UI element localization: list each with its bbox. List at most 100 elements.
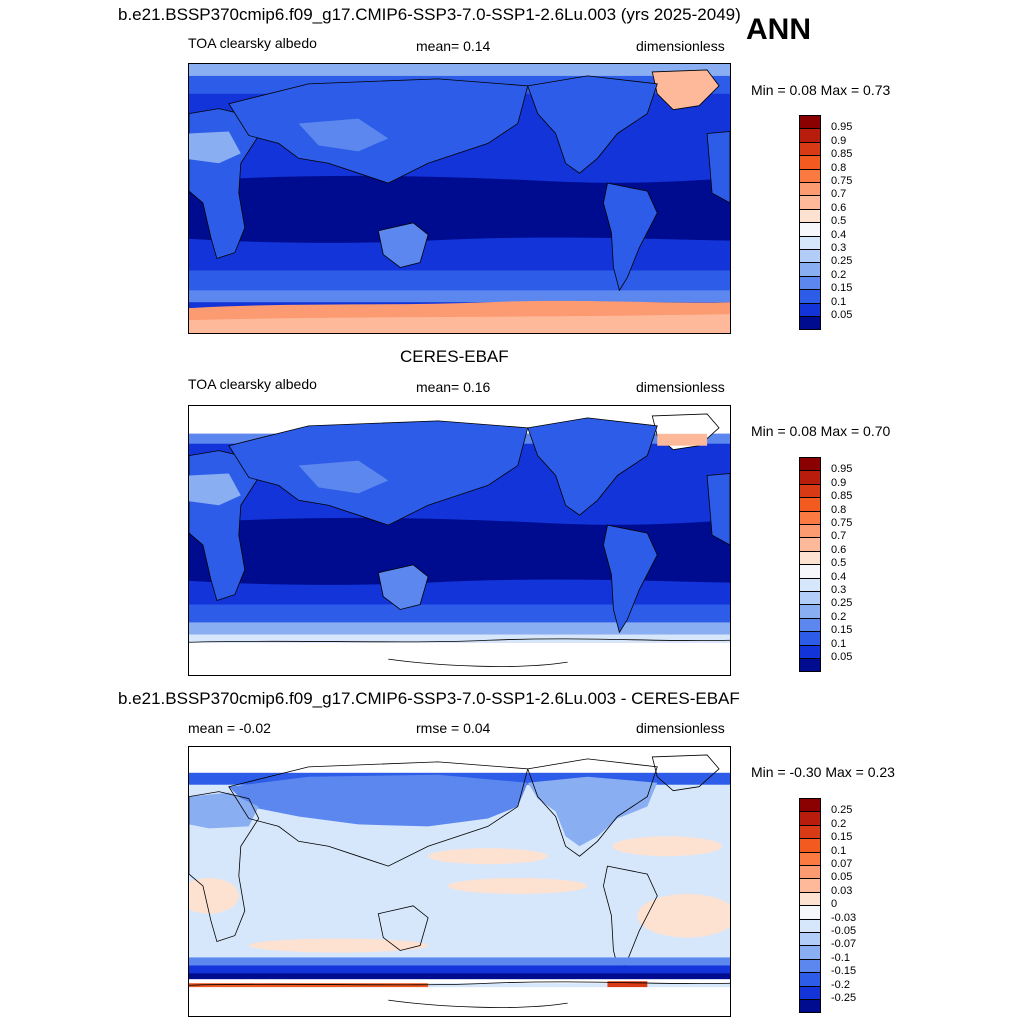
colorbar-tick-label: 0.1	[831, 295, 847, 308]
colorbar-tick-label: 0.05	[831, 309, 853, 321]
colorbar-swatch	[799, 222, 821, 237]
colorbar-swatch	[799, 945, 821, 960]
colorbar-tick-label: 0.3	[831, 242, 847, 254]
colorbar-tick-label: -0.03	[831, 911, 857, 924]
colorbar-tick-label: 0.15	[831, 282, 853, 295]
colorbar-tick-label: 0.2	[831, 610, 847, 623]
colorbar-swatch	[799, 510, 821, 525]
panel-obs-variable: TOA clearsky albedo	[188, 376, 317, 392]
colorbar-swatch	[799, 891, 821, 907]
panel-diff-colorbar: 0.25 0.2 0.15 0.1 0.07 0.05 0.03 0 -0.03 -0.05 -0.…	[799, 798, 856, 1014]
colorbar-tick-label: 0.3	[831, 584, 847, 596]
colorbar-tick-label: 0.5	[831, 215, 847, 228]
colorbar-tick-label: 0.05	[831, 651, 853, 663]
colorbar-swatch	[799, 644, 821, 659]
colorbar-tick-label: 0.4	[831, 228, 847, 241]
colorbar-swatch	[799, 289, 821, 304]
colorbar-tick-label: 0.2	[831, 817, 847, 830]
colorbar-swatch	[799, 182, 821, 197]
colorbar-swatch	[799, 591, 821, 606]
colorbar-tick-label: -0.2	[831, 978, 850, 991]
colorbar-tick-label: 0.7	[831, 530, 847, 543]
colorbar-swatch	[799, 141, 821, 157]
colorbar-tick-label: 0.9	[831, 476, 847, 489]
colorbar-tick-label: 0.9	[831, 134, 847, 147]
colorbar-swatch	[799, 865, 821, 880]
colorbar-swatch	[799, 302, 821, 317]
colorbar-swatch	[799, 617, 821, 633]
colorbar-swatch	[799, 316, 821, 331]
colorbar-tick-label: -0.07	[831, 938, 857, 951]
panel-diff-title: b.e21.BSSP370cmip6.f09_g17.CMIP6-SSP3-7.…	[118, 689, 740, 708]
colorbar-swatch	[799, 470, 821, 485]
colorbar-tick-label: 0.8	[831, 161, 847, 174]
colorbar-tick-label: -0.1	[831, 951, 850, 964]
colorbar-tick-label: 0.1	[831, 844, 847, 857]
panel-obs-units: dimensionless	[636, 379, 725, 395]
colorbar-swatch	[799, 155, 821, 170]
colorbar-tick-label: -0.25	[831, 992, 857, 1004]
colorbar-tick-label: 0.4	[831, 570, 847, 583]
colorbar-tick-label: 0.75	[831, 517, 853, 529]
colorbar-swatch	[799, 168, 821, 183]
panel-obs-mean: mean= 0.16	[416, 379, 491, 395]
colorbar-tick-label: 0.95	[831, 463, 853, 476]
colorbar-tick-label: 0.85	[831, 490, 853, 503]
colorbar-tick-label: 0.2	[831, 268, 847, 281]
colorbar-swatch	[799, 905, 821, 920]
colorbar-tick-label: 0.6	[831, 201, 847, 214]
colorbar-swatch	[799, 537, 821, 552]
colorbar-swatch	[799, 798, 821, 813]
colorbar-tick-label: 0.95	[831, 121, 853, 134]
colorbar-swatch	[799, 932, 821, 947]
panel-diff-rmse: rmse = 0.04	[416, 720, 491, 736]
panel-obs-map	[188, 405, 731, 676]
colorbar-tick-label: 0.75	[831, 175, 853, 187]
colorbar-swatch	[799, 631, 821, 646]
colorbar-swatch	[799, 577, 821, 592]
colorbar-swatch	[799, 497, 821, 512]
colorbar-tick-label: 0.25	[831, 804, 853, 817]
panel-model-mean: mean= 0.14	[416, 38, 491, 54]
colorbar-swatch	[799, 262, 821, 277]
panel-model-map	[188, 63, 731, 334]
colorbar-swatch	[799, 457, 821, 472]
panel-diff-units: dimensionless	[636, 720, 725, 736]
panel-obs-colorbar: 0.95 0.9 0.85 0.8 0.75 0.7 0.6 0.5 0.4 0.3 0.25 0.2…	[799, 457, 852, 673]
colorbar-swatch	[799, 604, 821, 619]
colorbar-swatch	[799, 658, 821, 673]
colorbar-tick-label: 0	[831, 898, 838, 911]
colorbar-swatch	[799, 985, 821, 1000]
colorbar-swatch	[799, 838, 821, 853]
season-label: ANN	[746, 13, 811, 46]
colorbar-swatch	[799, 249, 821, 264]
panel-diff-map	[188, 746, 731, 1017]
colorbar-tick-label: 0.5	[831, 557, 847, 570]
colorbar-tick-label: -0.15	[831, 965, 857, 978]
colorbar-tick-label: 0.05	[831, 871, 853, 884]
colorbar-swatch	[799, 811, 821, 826]
colorbar-tick-label: 0.85	[831, 148, 853, 161]
panel-obs-title: CERES-EBAF	[400, 347, 509, 366]
panel-obs-minmax: Min = 0.08 Max = 0.70	[751, 423, 891, 439]
panel-model-minmax: Min = 0.08 Max = 0.73	[751, 82, 891, 98]
colorbar-swatch	[799, 564, 821, 579]
colorbar-tick-label: 0.1	[831, 637, 847, 650]
colorbar-tick-label: 0.8	[831, 503, 847, 516]
colorbar-tick-label: -0.05	[831, 925, 857, 937]
colorbar-tick-label: 0.15	[831, 624, 853, 637]
colorbar-swatch	[799, 918, 821, 933]
colorbar-tick-label: 0.03	[831, 884, 853, 897]
colorbar-swatch	[799, 550, 821, 566]
colorbar-tick-label: 0.7	[831, 188, 847, 201]
colorbar-swatch	[799, 878, 821, 893]
colorbar-swatch	[799, 195, 821, 210]
panel-model-variable: TOA clearsky albedo	[188, 35, 317, 51]
colorbar-swatch	[799, 275, 821, 291]
panel-model-colorbar: 0.95 0.9 0.85 0.8 0.75 0.7 0.6 0.5 0.4 0.3 0.25 0.2…	[799, 115, 852, 331]
colorbar-swatch	[799, 972, 821, 987]
colorbar-swatch	[799, 824, 821, 840]
colorbar-tick-label: 0.25	[831, 255, 853, 268]
panel-model-units: dimensionless	[636, 38, 725, 54]
colorbar-tick-label: 0.07	[831, 858, 853, 870]
